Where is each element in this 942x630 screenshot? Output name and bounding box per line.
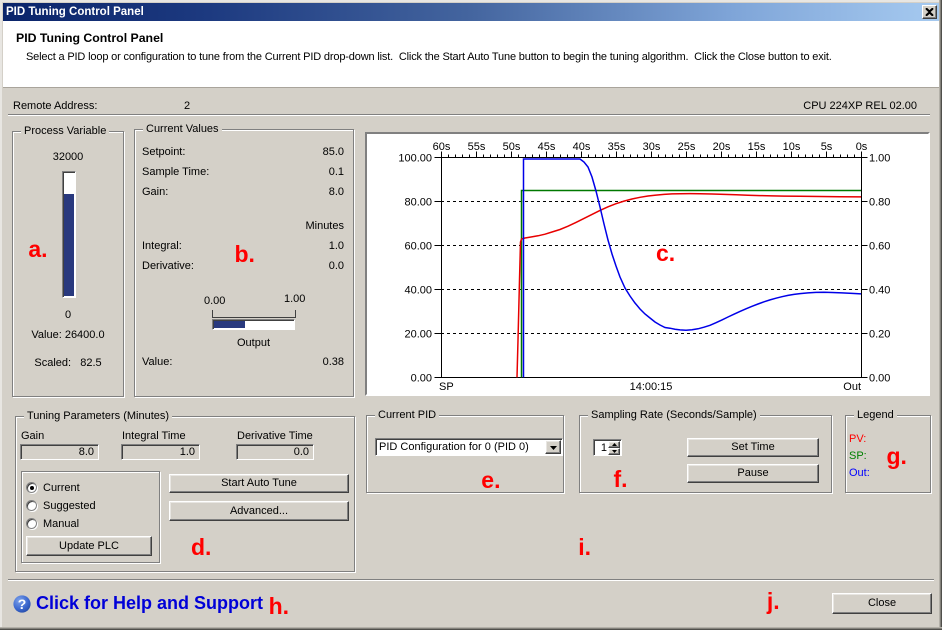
svg-text:55s: 55s — [468, 141, 486, 153]
svg-text:45s: 45s — [538, 141, 556, 153]
svg-text:30s: 30s — [643, 141, 661, 153]
svg-text:100.00: 100.00 — [398, 153, 432, 165]
svg-text:1.00: 1.00 — [869, 153, 890, 165]
svg-text:14:00:15: 14:00:15 — [630, 381, 673, 393]
svg-text:SP: SP — [439, 381, 454, 393]
svg-text:0.00: 0.00 — [869, 373, 890, 385]
svg-text:20.00: 20.00 — [404, 329, 432, 341]
svg-text:Out: Out — [843, 381, 861, 393]
svg-text:0.20: 0.20 — [869, 329, 890, 341]
svg-text:40.00: 40.00 — [404, 285, 432, 297]
svg-text:50s: 50s — [503, 141, 521, 153]
svg-text:35s: 35s — [608, 141, 626, 153]
svg-text:25s: 25s — [678, 141, 696, 153]
svg-text:0.40: 0.40 — [869, 285, 890, 297]
svg-text:0.60: 0.60 — [869, 241, 890, 253]
svg-text:80.00: 80.00 — [404, 197, 432, 209]
svg-text:60.00: 60.00 — [404, 241, 432, 253]
svg-text:5s: 5s — [821, 141, 833, 153]
svg-text:15s: 15s — [748, 141, 766, 153]
svg-text:10s: 10s — [783, 141, 801, 153]
svg-text:60s: 60s — [433, 141, 451, 153]
svg-text:40s: 40s — [573, 141, 591, 153]
svg-text:20s: 20s — [713, 141, 731, 153]
svg-text:0.80: 0.80 — [869, 197, 890, 209]
svg-text:?: ? — [18, 596, 27, 612]
svg-text:c.: c. — [656, 240, 675, 266]
svg-text:0s: 0s — [856, 141, 868, 153]
svg-text:0.00: 0.00 — [411, 373, 432, 385]
